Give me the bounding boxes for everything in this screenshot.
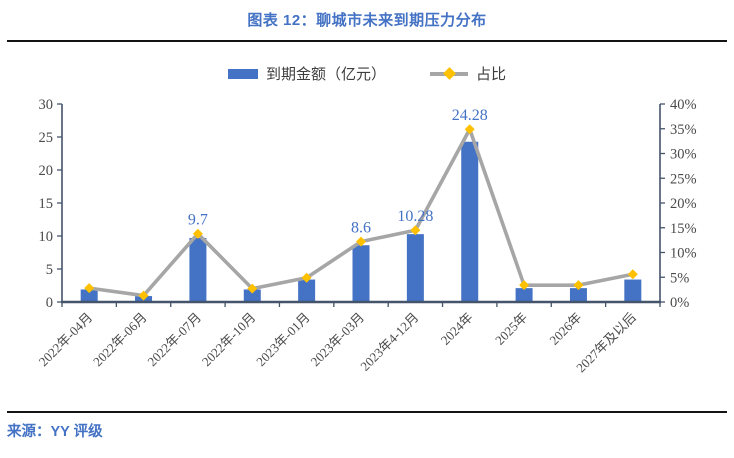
diamond-marker-icon [573,280,584,291]
diamond-marker-icon [301,272,312,283]
maturity-amount-bar [624,279,642,302]
maturity-amount-bar [406,234,424,302]
maturity-amount-bar [569,288,587,302]
maturity-amount-bar [352,245,370,302]
diamond-marker-icon [192,228,203,239]
x-axis-category-label: 2023年4-12月 [357,310,421,374]
diamond-marker-icon [442,67,456,80]
right-axis-tick-label: 5% [670,270,689,286]
diamond-marker-icon [84,283,95,294]
right-axis-tick-label: 15% [670,221,697,237]
right-axis-tick-label: 30% [670,147,697,163]
right-axis-tick-label: 35% [670,122,697,138]
bottom-divider [7,411,727,413]
point-data-label: 10.28 [397,208,433,225]
x-axis-category-label: 2022年-04月 [36,310,96,370]
combo-chart: 0 5 10 15 20 25 30 0% 5% 10% 15% 20% 25% 30% 35% 40% 202… [36,97,697,375]
bar-series-swatch [227,68,258,79]
bar-series-label: 到期金额（亿元） [265,67,386,83]
x-axis-category-label: 2024年 [438,310,476,348]
x-axis-category-label: 2023年-01月 [253,310,313,370]
maturity-amount-bar [461,141,479,302]
diamond-marker-icon [464,124,475,135]
maturity-amount-bar [298,279,316,302]
x-axis-category-label: 2026年 [546,310,584,348]
right-axis-tick-label: 10% [670,246,697,262]
left-axis-tick-label: 20 [39,163,54,179]
chart-legend: 到期金额（亿元） 占比 [0,63,734,84]
point-data-label: 8.6 [351,220,371,237]
left-axis-tick-label: 15 [39,196,54,212]
line-series-label: 占比 [476,67,507,83]
diamond-marker-icon [410,225,421,236]
maturity-amount-bar [515,288,533,302]
line-series-swatch [430,67,468,80]
diamond-marker-icon [627,269,638,280]
point-data-label: 9.7 [188,212,208,229]
x-axis-category-label: 2023年-03月 [307,310,367,370]
x-axis-category-label: 2025年 [492,310,530,348]
x-axis-category-label: 2022年-06月 [90,310,150,370]
diamond-marker-icon [247,283,258,294]
right-axis-tick-label: 0% [670,295,689,311]
figure-title: 图表 12：聊城市未来到期压力分布 [247,12,487,29]
left-axis-tick-label: 25 [39,130,54,146]
right-axis-tick-label: 25% [670,171,697,187]
left-axis-tick-label: 30 [39,97,54,113]
source-text: 来源：YY 评级 [7,424,103,440]
x-axis-category-label: 2022年-10月 [199,310,259,370]
left-axis-tick-label: 0 [46,295,53,311]
diamond-marker-icon [138,290,149,301]
diamond-marker-icon [356,236,366,247]
diamond-marker-icon [519,280,530,291]
left-axis-tick-label: 5 [46,262,53,278]
x-axis-category-label: 2022年-07月 [144,310,204,370]
maturity-amount-bar [243,289,261,302]
left-axis-tick-label: 10 [39,229,54,245]
maturity-amount-bar [189,237,207,302]
top-divider [7,40,727,42]
point-data-label: 24.28 [452,107,488,124]
right-axis-tick-label: 40% [670,97,697,113]
maturity-amount-bar [80,289,98,302]
right-axis-tick-label: 20% [670,196,697,212]
